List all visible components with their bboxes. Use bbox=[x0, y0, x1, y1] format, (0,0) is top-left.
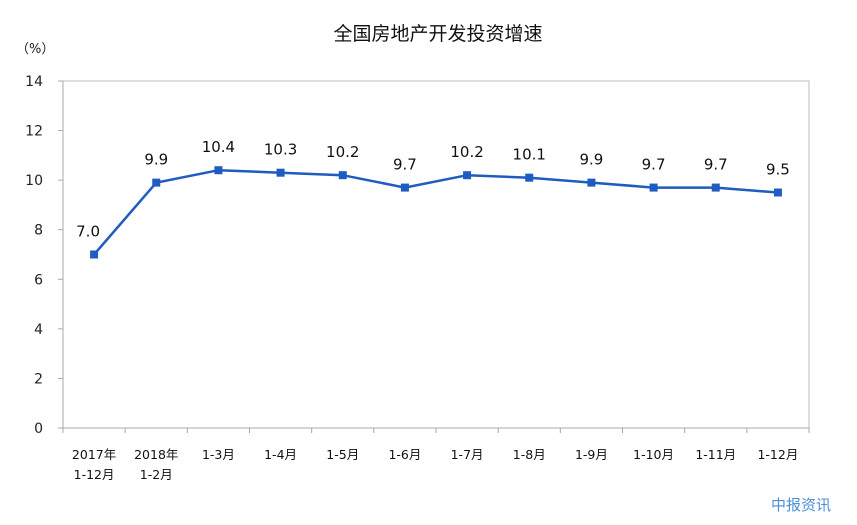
x-tick-label: 1-12月 bbox=[757, 447, 798, 462]
data-point bbox=[338, 171, 347, 180]
data-label: 10.1 bbox=[513, 146, 546, 164]
y-tick-label: 4 bbox=[34, 322, 43, 338]
y-tick-label: 6 bbox=[34, 272, 43, 288]
data-point bbox=[214, 166, 223, 175]
x-tick-label: 1-9月 bbox=[575, 447, 608, 462]
y-tick-label: 12 bbox=[25, 124, 43, 140]
plot-frame bbox=[62, 80, 810, 429]
x-tick-label: 1-12月 bbox=[74, 467, 115, 482]
x-tick-label: 2018年 bbox=[134, 447, 178, 462]
data-label: 9.7 bbox=[704, 156, 728, 174]
data-label: 10.2 bbox=[326, 143, 359, 161]
data-point bbox=[773, 188, 782, 197]
x-tick-label: 1-4月 bbox=[264, 447, 297, 462]
x-tick-label: 1-2月 bbox=[140, 467, 173, 482]
x-tick-label: 1-7月 bbox=[451, 447, 484, 462]
data-point bbox=[525, 173, 534, 182]
x-tick-label: 1-3月 bbox=[202, 447, 235, 462]
data-point bbox=[649, 183, 658, 192]
data-label: 9.5 bbox=[766, 161, 790, 179]
x-tick-label: 1-6月 bbox=[388, 447, 421, 462]
x-tick-label: 1-10月 bbox=[633, 447, 674, 462]
x-tick-label: 1-8月 bbox=[513, 447, 546, 462]
x-tick-label: 1-5月 bbox=[326, 447, 359, 462]
data-point bbox=[276, 168, 285, 177]
data-label: 9.7 bbox=[642, 156, 666, 174]
y-tick-label: 14 bbox=[25, 74, 43, 90]
data-point bbox=[463, 171, 472, 180]
y-tick-label: 2 bbox=[34, 371, 43, 387]
y-tick-label: 8 bbox=[34, 223, 43, 239]
data-point bbox=[711, 183, 720, 192]
y-tick-label: 10 bbox=[25, 173, 43, 189]
y-axis-unit: （%） bbox=[16, 42, 54, 57]
watermark: 中报资讯 bbox=[770, 496, 831, 514]
data-label: 10.2 bbox=[450, 143, 483, 161]
data-label: 7.0 bbox=[76, 223, 100, 241]
series-line bbox=[93, 168, 778, 256]
data-label: 9.9 bbox=[579, 151, 603, 169]
chart-title: 全国房地产开发投资增速 bbox=[333, 23, 542, 45]
x-tick-label: 2017年 bbox=[72, 447, 116, 462]
data-point bbox=[90, 250, 99, 259]
y-tick-label: 0 bbox=[34, 421, 43, 437]
data-label: 9.9 bbox=[144, 151, 168, 169]
data-point bbox=[587, 178, 596, 187]
x-tick-label: 1-11月 bbox=[695, 447, 736, 462]
data-point bbox=[400, 183, 409, 192]
data-label: 10.3 bbox=[264, 141, 297, 159]
data-label: 9.7 bbox=[393, 156, 417, 174]
data-label: 10.4 bbox=[202, 138, 235, 156]
data-point bbox=[152, 178, 161, 187]
